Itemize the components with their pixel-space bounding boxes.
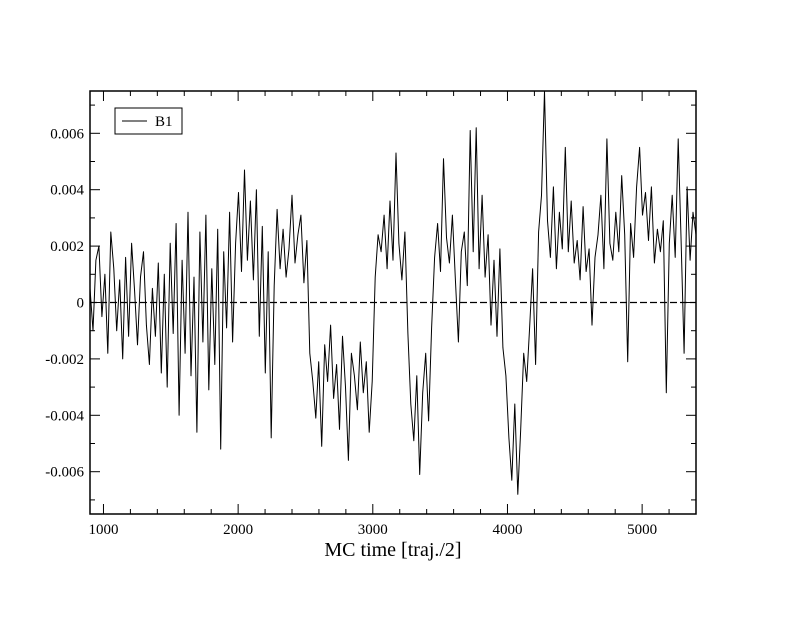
y-tick-label: 0.002 xyxy=(50,239,84,255)
tick-labels: 1000 2000 3000 4000 5000 -0.006 -0.004 -0.002 0 0… xyxy=(45,126,657,538)
x-tick-label: 4000 xyxy=(492,522,522,538)
x-tick-label: 3000 xyxy=(358,522,388,538)
x-tick-label: 2000 xyxy=(223,522,253,538)
legend-label-b1: B1 xyxy=(155,114,173,130)
plot-frame xyxy=(89,90,697,515)
series-layer xyxy=(89,90,697,495)
y-tick-label: 0 xyxy=(77,296,85,312)
y-tick-label: 0.004 xyxy=(50,183,84,199)
x-axis-title: MC time [traj./2] xyxy=(324,539,461,561)
legend: B1 xyxy=(114,107,183,135)
x-tick-label: 5000 xyxy=(627,522,657,538)
series-line-b1 xyxy=(89,90,697,495)
x-tick-label: 1000 xyxy=(88,522,118,538)
y-tick-label: -0.002 xyxy=(45,352,84,368)
y-tick-label: -0.004 xyxy=(45,408,84,424)
y-tick-label: 0.006 xyxy=(50,126,84,142)
y-tick-label: -0.006 xyxy=(45,465,84,481)
